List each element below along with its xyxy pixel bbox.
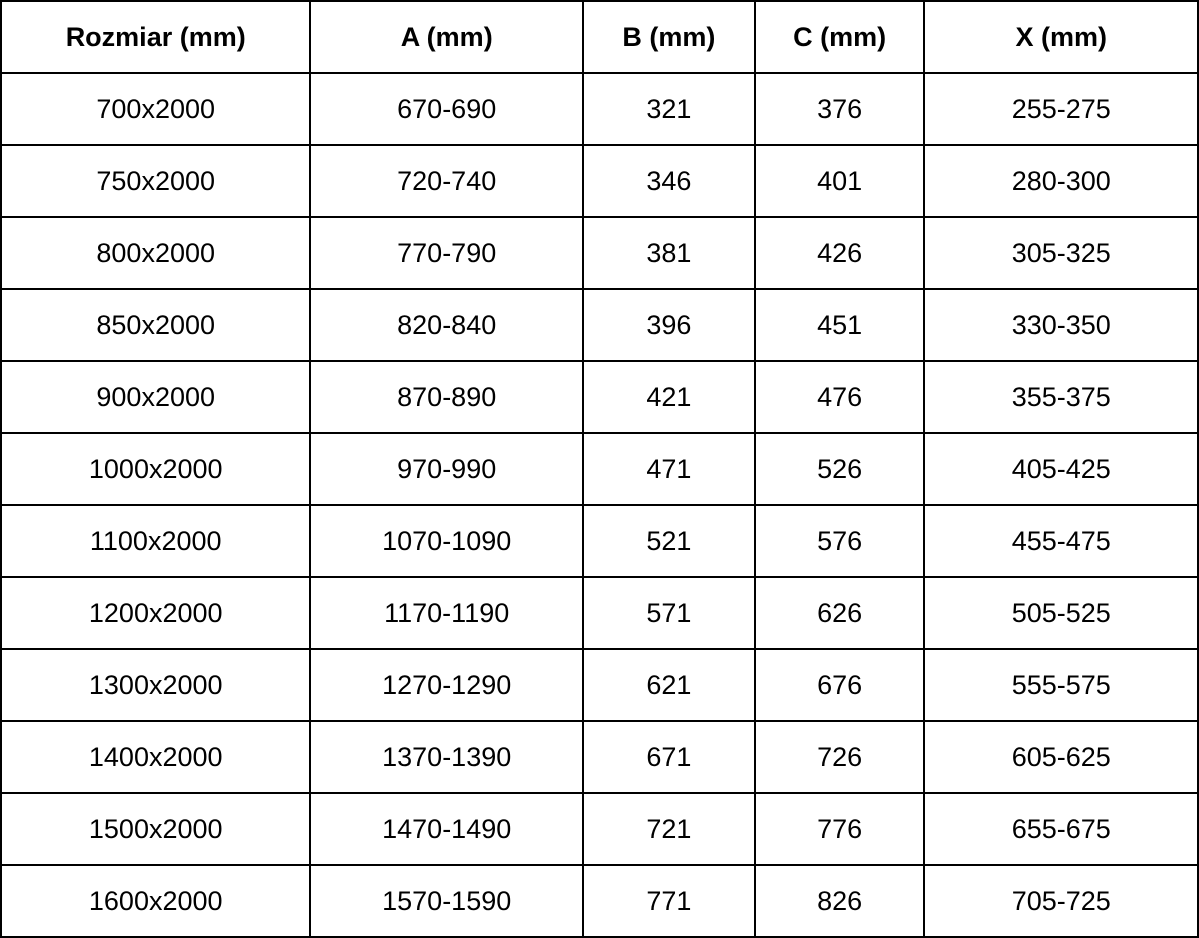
- table-cell-c: 726: [753, 720, 926, 794]
- table-cell-c: 676: [753, 648, 926, 722]
- table-cell-a: 1470-1490: [309, 792, 584, 866]
- column-header-rozmiar: Rozmiar (mm): [0, 0, 312, 74]
- table-cell-c: 576: [753, 504, 926, 578]
- table-row: 1500x2000 1470-1490 721 776 655-675: [0, 792, 1199, 866]
- table-cell-rozmiar: 1600x2000: [0, 864, 312, 938]
- table-cell-b: 471: [581, 432, 756, 506]
- table-cell-a: 820-840: [309, 288, 584, 362]
- table-cell-x: 330-350: [923, 288, 1199, 362]
- table-cell-c: 526: [753, 432, 926, 506]
- table-cell-a: 770-790: [309, 216, 584, 290]
- table-row: 750x2000 720-740 346 401 280-300: [0, 144, 1199, 218]
- table-cell-rozmiar: 1200x2000: [0, 576, 312, 650]
- table-cell-a: 1370-1390: [309, 720, 584, 794]
- table-row: 1300x2000 1270-1290 621 676 555-575: [0, 648, 1199, 722]
- table-cell-b: 381: [581, 216, 756, 290]
- table-cell-b: 621: [581, 648, 756, 722]
- table-cell-b: 671: [581, 720, 756, 794]
- table-row: 1100x2000 1070-1090 521 576 455-475: [0, 504, 1199, 578]
- table-cell-c: 401: [753, 144, 926, 218]
- column-header-a: A (mm): [309, 0, 584, 74]
- column-header-x: X (mm): [923, 0, 1199, 74]
- table-cell-c: 626: [753, 576, 926, 650]
- table-cell-a: 1170-1190: [309, 576, 584, 650]
- table-cell-b: 421: [581, 360, 756, 434]
- table-cell-b: 321: [581, 72, 756, 146]
- table-cell-rozmiar: 850x2000: [0, 288, 312, 362]
- table-cell-x: 255-275: [923, 72, 1199, 146]
- table-cell-x: 280-300: [923, 144, 1199, 218]
- table-cell-c: 376: [753, 72, 926, 146]
- table-cell-b: 771: [581, 864, 756, 938]
- table-cell-x: 455-475: [923, 504, 1199, 578]
- table-cell-x: 605-625: [923, 720, 1199, 794]
- table-row: 850x2000 820-840 396 451 330-350: [0, 288, 1199, 362]
- table-cell-x: 305-325: [923, 216, 1199, 290]
- table-cell-rozmiar: 1000x2000: [0, 432, 312, 506]
- table-row: 1200x2000 1170-1190 571 626 505-525: [0, 576, 1199, 650]
- table-cell-a: 1070-1090: [309, 504, 584, 578]
- table-cell-c: 476: [753, 360, 926, 434]
- column-header-b: B (mm): [581, 0, 756, 74]
- table-cell-rozmiar: 800x2000: [0, 216, 312, 290]
- table-row: 700x2000 670-690 321 376 255-275: [0, 72, 1199, 146]
- table-cell-b: 346: [581, 144, 756, 218]
- table-cell-rozmiar: 1300x2000: [0, 648, 312, 722]
- table-cell-x: 355-375: [923, 360, 1199, 434]
- table-cell-c: 826: [753, 864, 926, 938]
- table-cell-rozmiar: 700x2000: [0, 72, 312, 146]
- table-cell-x: 555-575: [923, 648, 1199, 722]
- table-row: 1400x2000 1370-1390 671 726 605-625: [0, 720, 1199, 794]
- table-cell-x: 705-725: [923, 864, 1199, 938]
- table-body: 700x2000 670-690 321 376 255-275 750x2000 720-…: [0, 72, 1199, 938]
- table-cell-rozmiar: 750x2000: [0, 144, 312, 218]
- table-cell-x: 405-425: [923, 432, 1199, 506]
- table-cell-rozmiar: 900x2000: [0, 360, 312, 434]
- table-header-row: Rozmiar (mm) A (mm) B (mm) C (mm) X (mm): [0, 0, 1199, 74]
- table-cell-x: 505-525: [923, 576, 1199, 650]
- table-cell-rozmiar: 1500x2000: [0, 792, 312, 866]
- table-row: 800x2000 770-790 381 426 305-325: [0, 216, 1199, 290]
- table-cell-a: 970-990: [309, 432, 584, 506]
- table-row: 1600x2000 1570-1590 771 826 705-725: [0, 864, 1199, 938]
- table-cell-b: 571: [581, 576, 756, 650]
- table-cell-c: 426: [753, 216, 926, 290]
- table-cell-b: 721: [581, 792, 756, 866]
- table-row: 900x2000 870-890 421 476 355-375: [0, 360, 1199, 434]
- table-row: 1000x2000 970-990 471 526 405-425: [0, 432, 1199, 506]
- table-cell-x: 655-675: [923, 792, 1199, 866]
- table-cell-a: 1270-1290: [309, 648, 584, 722]
- table-cell-b: 396: [581, 288, 756, 362]
- table-cell-b: 521: [581, 504, 756, 578]
- table-cell-c: 451: [753, 288, 926, 362]
- table-cell-a: 670-690: [309, 72, 584, 146]
- column-header-c: C (mm): [753, 0, 926, 74]
- table-cell-a: 720-740: [309, 144, 584, 218]
- table-cell-c: 776: [753, 792, 926, 866]
- table-cell-a: 1570-1590: [309, 864, 584, 938]
- table-cell-rozmiar: 1100x2000: [0, 504, 312, 578]
- table-cell-a: 870-890: [309, 360, 584, 434]
- table-cell-rozmiar: 1400x2000: [0, 720, 312, 794]
